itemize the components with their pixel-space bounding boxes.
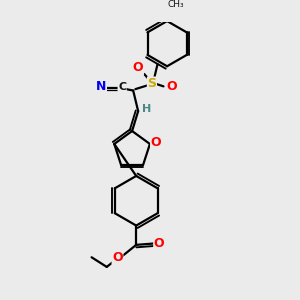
Text: O: O [154,237,164,250]
Text: CH₃: CH₃ [168,0,184,9]
Text: N: N [96,80,106,93]
Text: C: C [118,82,126,92]
Text: O: O [133,61,143,74]
Text: S: S [147,77,156,90]
Text: O: O [151,136,161,149]
Text: O: O [112,251,123,264]
Text: H: H [142,104,151,114]
Text: O: O [166,80,176,93]
